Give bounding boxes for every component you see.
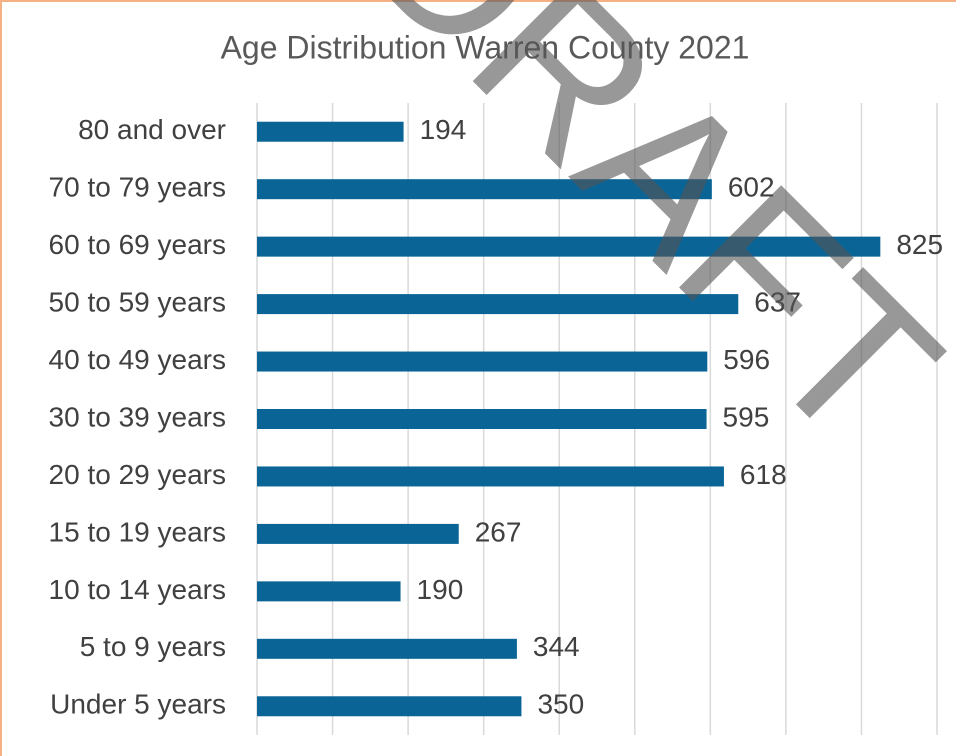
data-label: 350 (537, 689, 584, 720)
y-tick-label: 10 to 14 years (49, 574, 226, 605)
bar (257, 294, 739, 315)
y-tick-label: 5 to 9 years (80, 631, 226, 662)
chart-title: Age Distribution Warren County 2021 (221, 29, 750, 65)
y-tick-label: 40 to 49 years (49, 344, 226, 375)
bar (257, 236, 881, 257)
bar (257, 523, 459, 544)
y-tick-label: 80 and over (78, 114, 226, 145)
data-label: 595 (723, 401, 770, 432)
data-label: 194 (420, 114, 467, 145)
data-label: 596 (723, 344, 770, 375)
bar (257, 638, 517, 659)
data-label: 637 (754, 286, 801, 317)
y-tick-label: 70 to 79 years (49, 172, 226, 203)
y-tick-label: 30 to 39 years (49, 401, 226, 432)
bar (257, 179, 712, 200)
y-tick-label: 20 to 29 years (49, 459, 226, 490)
bar (257, 466, 724, 487)
data-label: 618 (740, 459, 787, 490)
bar (257, 581, 401, 602)
bar (257, 696, 522, 717)
bar (257, 409, 707, 429)
y-tick-label: Under 5 years (50, 689, 226, 720)
y-tick-label: 60 to 69 years (49, 229, 226, 260)
y-tick-label: 50 to 59 years (49, 286, 226, 317)
data-label: 267 (475, 516, 522, 547)
data-label: 190 (417, 574, 464, 605)
data-label: 825 (896, 229, 943, 260)
data-label: 344 (533, 631, 580, 662)
y-tick-label: 15 to 19 years (49, 516, 226, 547)
bar (257, 351, 708, 372)
bar (257, 121, 404, 142)
data-label: 602 (728, 172, 775, 203)
